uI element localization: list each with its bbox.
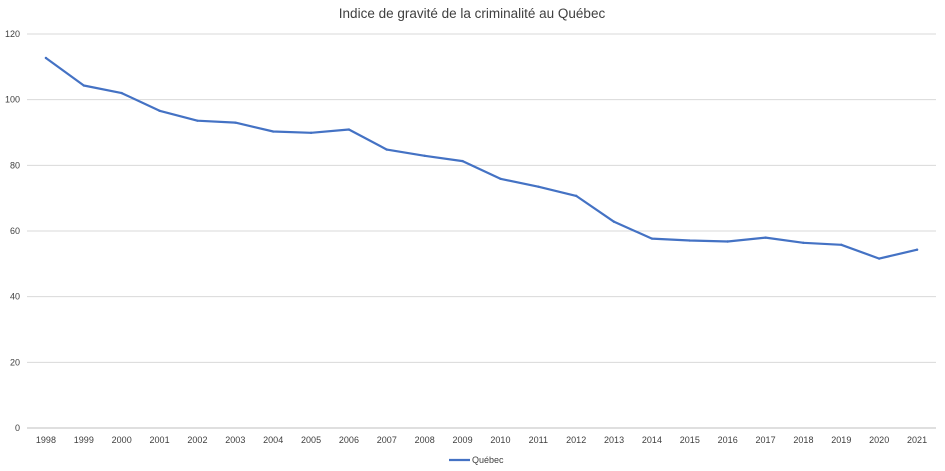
x-axis-ticks: 1998 1999 2000 2001 2002 2003 2004 2005 2006 2007… (36, 435, 927, 445)
x-tick-label-2012: 2012 (566, 435, 586, 445)
y-tick-label-20: 20 (10, 357, 20, 367)
data-point-2018 (802, 241, 805, 245)
data-point-2014 (650, 237, 654, 240)
x-tick-label-2003: 2003 (225, 435, 245, 445)
data-point-2015 (688, 239, 692, 242)
x-tick-label-2002: 2002 (187, 435, 207, 445)
y-tick-label-60: 60 (10, 226, 20, 236)
y-tick-label-120: 120 (5, 29, 20, 39)
data-point-1998 (44, 56, 48, 60)
x-tick-label-2013: 2013 (604, 435, 624, 445)
data-point-2011 (537, 185, 540, 188)
data-point-2013 (612, 220, 616, 224)
data-point-2017 (764, 236, 767, 239)
y-tick-label-40: 40 (10, 292, 20, 302)
y-tick-label-80: 80 (10, 160, 20, 170)
gridlines (27, 33, 936, 429)
series-layer (44, 56, 919, 260)
data-point-2020 (877, 257, 881, 260)
data-point-2009 (461, 159, 464, 163)
x-tick-label-2015: 2015 (680, 435, 700, 445)
y-tick-label-100: 100 (5, 95, 20, 105)
x-tick-label-2004: 2004 (263, 435, 283, 445)
data-point-2002 (196, 119, 199, 122)
x-tick-label-2019: 2019 (831, 435, 851, 445)
x-tick-label-2020: 2020 (869, 435, 889, 445)
data-point-2003 (234, 121, 237, 124)
data-point-2005 (309, 131, 313, 135)
series-line-0 (44, 56, 919, 260)
data-point-2012 (574, 194, 578, 198)
y-tick-label-0: 0 (15, 423, 20, 433)
data-point-2010 (499, 177, 502, 180)
x-tick-label-2006: 2006 (339, 435, 359, 445)
x-tick-label-2000: 2000 (112, 435, 132, 445)
data-point-2019 (840, 243, 843, 246)
data-point-2008 (423, 154, 426, 158)
data-point-2001 (158, 109, 161, 113)
data-point-2007 (385, 148, 389, 151)
x-tick-label-2018: 2018 (793, 435, 813, 445)
x-tick-label-2001: 2001 (150, 435, 170, 445)
data-point-2004 (271, 130, 275, 133)
x-tick-label-2017: 2017 (756, 435, 776, 445)
x-tick-label-2009: 2009 (453, 435, 473, 445)
legend: Québec (449, 455, 504, 465)
chart-title: Indice de gravité de la criminalité au Q… (339, 6, 606, 21)
x-tick-label-2007: 2007 (377, 435, 397, 445)
x-tick-label-2016: 2016 (718, 435, 738, 445)
x-tick-label-2014: 2014 (642, 435, 662, 445)
data-point-1999 (82, 84, 86, 87)
data-point-2021 (915, 248, 919, 251)
x-tick-label-2005: 2005 (301, 435, 321, 445)
x-tick-label-2008: 2008 (415, 435, 435, 445)
x-tick-label-2010: 2010 (490, 435, 510, 445)
x-tick-label-1998: 1998 (36, 435, 56, 445)
x-tick-label-1999: 1999 (74, 435, 94, 445)
y-axis-ticks: 0 20 40 60 80 100 120 (5, 29, 20, 433)
data-point-2006 (347, 128, 351, 131)
x-tick-label-2011: 2011 (529, 435, 548, 445)
legend-label-quebec: Québec (472, 455, 504, 465)
x-tick-label-2021: 2021 (907, 435, 927, 445)
data-point-2016 (726, 240, 729, 243)
data-point-2000 (120, 91, 123, 95)
